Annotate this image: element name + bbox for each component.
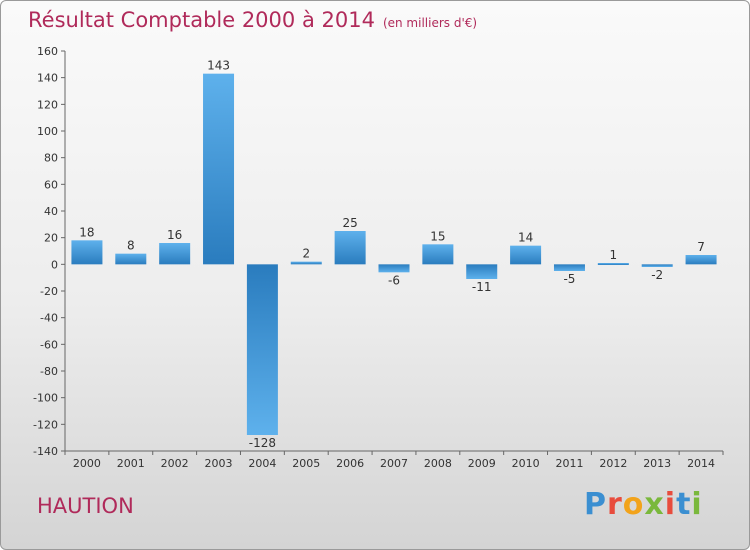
proxiti-logo: Proxiti xyxy=(584,487,703,522)
y-tick-label: 160 xyxy=(37,45,58,58)
x-tick-label: 2008 xyxy=(424,457,452,470)
y-tick-label: -20 xyxy=(40,285,58,298)
data-label-2004: -128 xyxy=(249,436,276,450)
data-label-2005: 2 xyxy=(302,247,310,261)
data-label-2000: 18 xyxy=(79,225,94,239)
x-tick-label: 2011 xyxy=(555,457,583,470)
y-tick-label: -80 xyxy=(40,365,58,378)
y-tick-label: -100 xyxy=(33,392,58,405)
x-tick-label: 2001 xyxy=(117,457,145,470)
bar-2011 xyxy=(553,264,585,271)
x-tick-label: 2004 xyxy=(248,457,276,470)
x-tick-label: 2014 xyxy=(687,457,715,470)
town-name: HAUTION xyxy=(37,494,134,518)
y-tick-label: 80 xyxy=(44,152,58,165)
bar-2010 xyxy=(510,245,542,265)
data-label-2014: 7 xyxy=(697,240,705,254)
bar-2002 xyxy=(159,243,191,265)
bar-2012 xyxy=(597,263,629,265)
data-label-2002: 16 xyxy=(167,228,182,242)
y-tick-label: 100 xyxy=(37,125,58,138)
y-tick-label: 140 xyxy=(37,72,58,85)
x-tick-label: 2012 xyxy=(599,457,627,470)
bar-2001 xyxy=(115,253,147,265)
bar-2005 xyxy=(290,261,322,265)
bar-2008 xyxy=(422,244,454,265)
x-tick-label: 2013 xyxy=(643,457,671,470)
x-tick-label: 2000 xyxy=(73,457,101,470)
x-tick-label: 2003 xyxy=(205,457,233,470)
chart-title-main: Résultat Comptable 2000 à 2014 xyxy=(28,8,375,32)
chart-title-unit: (en milliers d'€) xyxy=(382,16,478,30)
y-tick-label: 120 xyxy=(37,98,58,111)
x-tick-label: 2005 xyxy=(292,457,320,470)
data-label-2012: 1 xyxy=(610,248,618,262)
data-label-2007: -6 xyxy=(388,273,400,287)
data-label-2008: 15 xyxy=(430,229,445,243)
bar-2004 xyxy=(246,264,278,435)
y-tick-label: -40 xyxy=(40,312,58,325)
data-label-2003: 143 xyxy=(207,59,230,73)
y-tick-label: 60 xyxy=(44,178,58,191)
data-labels: 18 8 16 143 -128 2 25 -6 15 -11 14 -5 1 -2 7 xyxy=(79,59,705,450)
chart-title: Résultat Comptable 2000 à 2014 (en millie… xyxy=(28,8,477,32)
axes: 160 140 120 100 80 60 40 20 0 -20 -40 -60 -80 -100 -12… xyxy=(33,45,724,470)
y-tick-label: 0 xyxy=(51,258,58,271)
bar-2007 xyxy=(378,264,410,273)
x-tick-label: 2007 xyxy=(380,457,408,470)
bar-2003 xyxy=(203,73,235,265)
x-tick-label: 2009 xyxy=(468,457,496,470)
y-tick-label: 40 xyxy=(44,205,58,218)
bar-2000 xyxy=(71,240,103,265)
data-label-2006: 25 xyxy=(342,216,357,230)
data-label-2001: 8 xyxy=(127,239,135,253)
y-tick-label: -120 xyxy=(33,418,58,431)
y-tick-label: -140 xyxy=(33,445,58,458)
bar-2006 xyxy=(334,231,366,265)
x-tick-label: 2002 xyxy=(161,457,189,470)
bar-2013 xyxy=(641,264,673,267)
y-tick-label: 20 xyxy=(44,232,58,245)
data-label-2011: -5 xyxy=(563,272,575,286)
bar-2014 xyxy=(685,255,717,265)
x-tick-label: 2010 xyxy=(512,457,540,470)
x-tick-label: 2006 xyxy=(336,457,364,470)
data-label-2013: -2 xyxy=(651,268,663,282)
y-tick-label: -60 xyxy=(40,338,58,351)
data-label-2009: -11 xyxy=(472,280,492,294)
bar-2009 xyxy=(466,264,498,279)
bars xyxy=(71,73,717,435)
data-label-2010: 14 xyxy=(518,231,533,245)
